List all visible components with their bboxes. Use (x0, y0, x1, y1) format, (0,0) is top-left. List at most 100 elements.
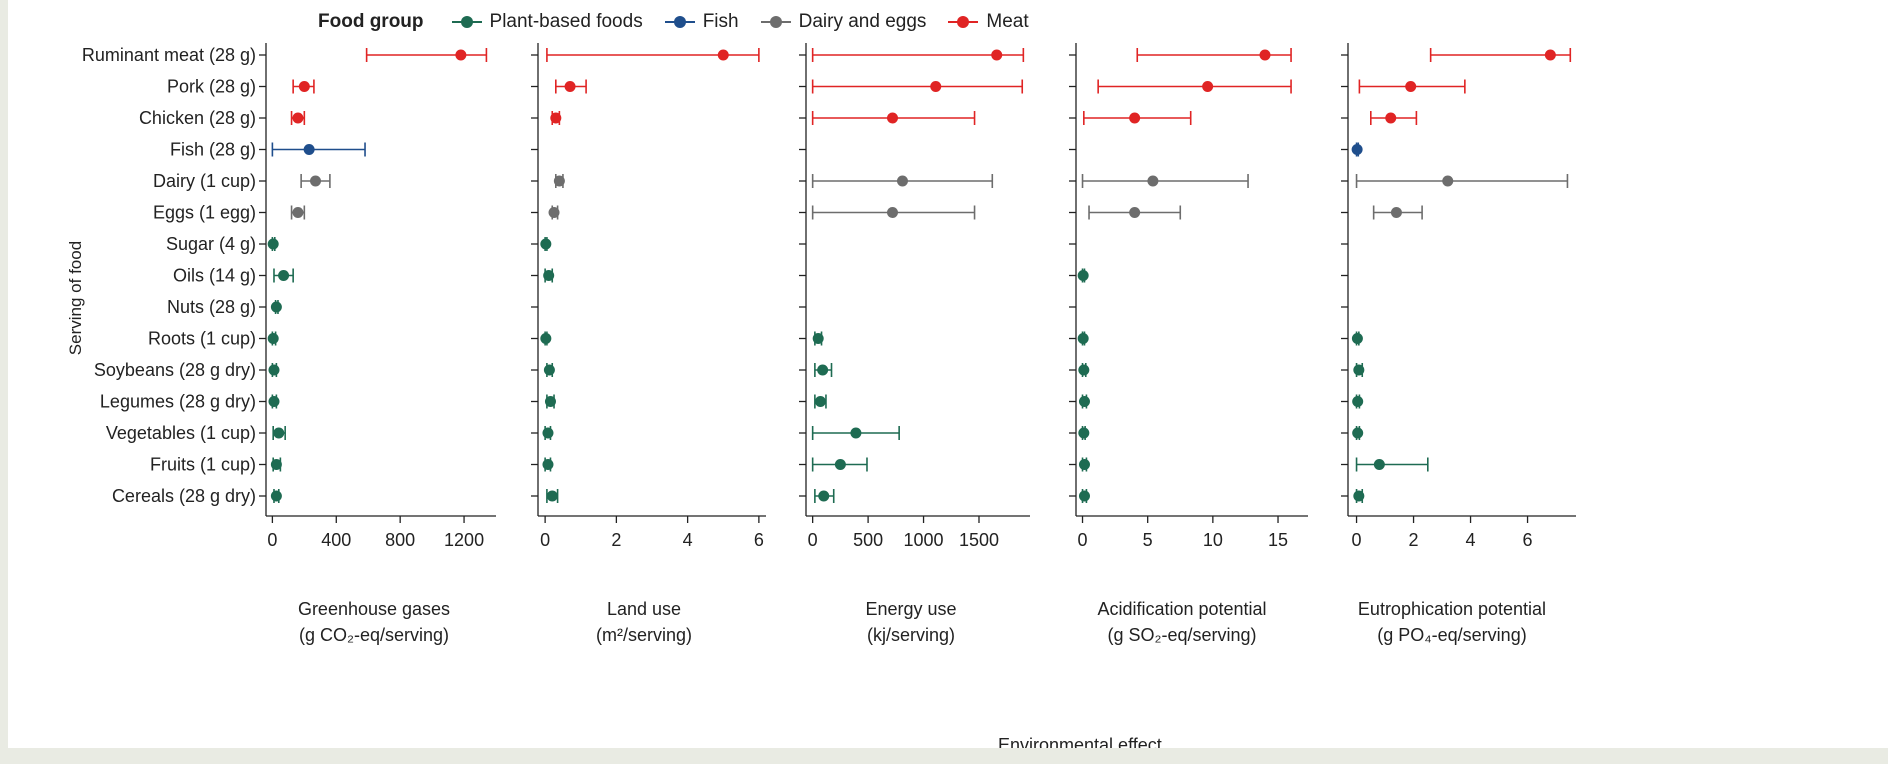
data-point-acid (1129, 112, 1141, 124)
category-label: Nuts (28 g) (167, 297, 256, 317)
x-tick-label-ghg: 0 (267, 530, 277, 550)
panel-label-acid: Acidification potential (g SO₂-eq/servin… (1052, 596, 1312, 648)
data-point-ghg (270, 301, 282, 313)
panel-label-ghg: Greenhouse gases (g CO₂-eq/serving) (244, 596, 504, 648)
panel-label-acid-line2: (g SO₂-eq/serving) (1107, 625, 1257, 645)
data-point-acid (1078, 364, 1090, 376)
category-label: Ruminant meat (28 g) (82, 45, 256, 65)
legend-label-dairy: Dairy and eggs (798, 11, 927, 32)
data-point-energy (814, 396, 826, 407)
data-point-eutro (1390, 207, 1402, 218)
data-point-energy (886, 207, 898, 218)
data-point-land (553, 175, 565, 187)
category-label: Dairy (1 cup) (153, 171, 256, 191)
data-point-ghg (268, 364, 280, 376)
data-point-eutro (1352, 427, 1364, 439)
legend-item-dairy: Dairy and eggs (760, 11, 927, 33)
x-tick-label-energy: 500 (853, 530, 883, 550)
category-label: Fish (28 g) (170, 140, 256, 160)
legend-swatch-meat (948, 15, 979, 29)
data-point-ghg (292, 112, 304, 124)
data-point-land (542, 427, 554, 439)
data-point-land (548, 207, 560, 218)
data-point-land (543, 270, 555, 281)
data-point-acid (1078, 490, 1090, 502)
legend-label-plant: Plant-based foods (489, 11, 643, 32)
category-label: Roots (1 cup) (148, 329, 256, 349)
data-point-land (540, 238, 552, 250)
data-point-energy (930, 81, 942, 92)
legend-swatch-plant (451, 15, 482, 29)
data-point-eutro (1544, 49, 1556, 61)
data-point-acid (1077, 270, 1089, 281)
data-point-eutro (1442, 175, 1454, 187)
x-tick-label-eutro: 0 (1352, 530, 1362, 550)
data-point-eutro (1351, 144, 1363, 155)
panel-label-land: Land use (m²/serving) (514, 596, 774, 648)
x-tick-label-acid: 0 (1078, 530, 1088, 550)
figure: Food group Plant-based foods Fish Dairy … (8, 0, 1888, 764)
panel-label-ghg-line1: Greenhouse gases (297, 599, 451, 619)
panel-label-energy-line1: Energy use (865, 599, 957, 619)
x-tick-label-acid: 5 (1143, 530, 1153, 550)
x-tick-label-acid: 10 (1203, 530, 1223, 550)
data-point-acid (1202, 81, 1214, 92)
data-point-eutro (1352, 396, 1364, 407)
data-point-land (543, 364, 555, 376)
legend-title: Food group (318, 11, 424, 32)
background-strip (0, 748, 1888, 764)
data-point-ghg (303, 144, 315, 155)
data-point-ghg (270, 490, 282, 502)
data-point-acid (1078, 427, 1090, 439)
x-tick-label-energy: 1500 (959, 530, 999, 550)
panel-label-ghg-line2: (g CO₂-eq/serving) (298, 625, 450, 645)
category-label: Fruits (1 cup) (150, 455, 256, 475)
data-point-eutro (1373, 459, 1385, 470)
data-point-acid (1129, 207, 1141, 218)
data-point-ghg (310, 175, 322, 187)
legend-swatch-fish (664, 15, 695, 29)
data-point-energy (812, 333, 824, 344)
data-point-energy (896, 175, 908, 187)
data-point-acid (1078, 396, 1090, 407)
data-point-ghg (273, 427, 285, 439)
category-label: Pork (28 g) (167, 77, 256, 97)
data-point-energy (834, 459, 846, 470)
data-point-acid (1078, 459, 1090, 470)
data-point-ghg (267, 238, 279, 250)
data-point-ghg (267, 333, 279, 344)
chart-canvas: Ruminant meat (28 g) Pork (28 g) Chicken (… (82, 43, 1576, 550)
legend-label-fish: Fish (702, 11, 739, 32)
data-point-energy (886, 112, 898, 124)
panel-label-eutro-line1: Eutrophication potential (1357, 599, 1547, 619)
x-tick-label-energy: 1000 (904, 530, 944, 550)
panel-label-energy: Energy use (kj/serving) (781, 596, 1041, 648)
x-tick-label-eutro: 2 (1409, 530, 1419, 550)
data-point-energy (850, 427, 862, 439)
panel-label-energy-line2: (kj/serving) (866, 625, 955, 645)
x-tick-label-land: 4 (683, 530, 693, 550)
legend-item-meat: Meat (948, 11, 1029, 33)
data-point-energy (817, 364, 829, 376)
x-tick-label-ghg: 1200 (444, 530, 484, 550)
x-tick-label-acid: 15 (1268, 530, 1288, 550)
data-point-ghg (298, 81, 310, 92)
data-point-land (717, 49, 729, 61)
category-label: Eggs (1 egg) (153, 203, 256, 223)
panel-label-land-line2: (m²/serving) (595, 625, 692, 645)
category-label: Cereals (28 g dry) (112, 486, 256, 506)
category-label: Chicken (28 g) (139, 108, 256, 128)
y-axis-title: Serving of food (66, 240, 85, 356)
data-point-land (550, 112, 562, 124)
data-point-land (546, 490, 558, 502)
data-point-acid (1077, 333, 1089, 344)
x-tick-label-eutro: 6 (1523, 530, 1533, 550)
legend-label-meat: Meat (986, 11, 1029, 32)
category-label: Vegetables (1 cup) (106, 423, 256, 443)
data-point-eutro (1353, 364, 1365, 376)
legend-item-fish: Fish (664, 11, 739, 33)
data-point-eutro (1385, 112, 1397, 124)
data-point-land (544, 396, 556, 407)
data-point-acid (1147, 175, 1159, 187)
category-label: Soybeans (28 g dry) (94, 360, 256, 380)
